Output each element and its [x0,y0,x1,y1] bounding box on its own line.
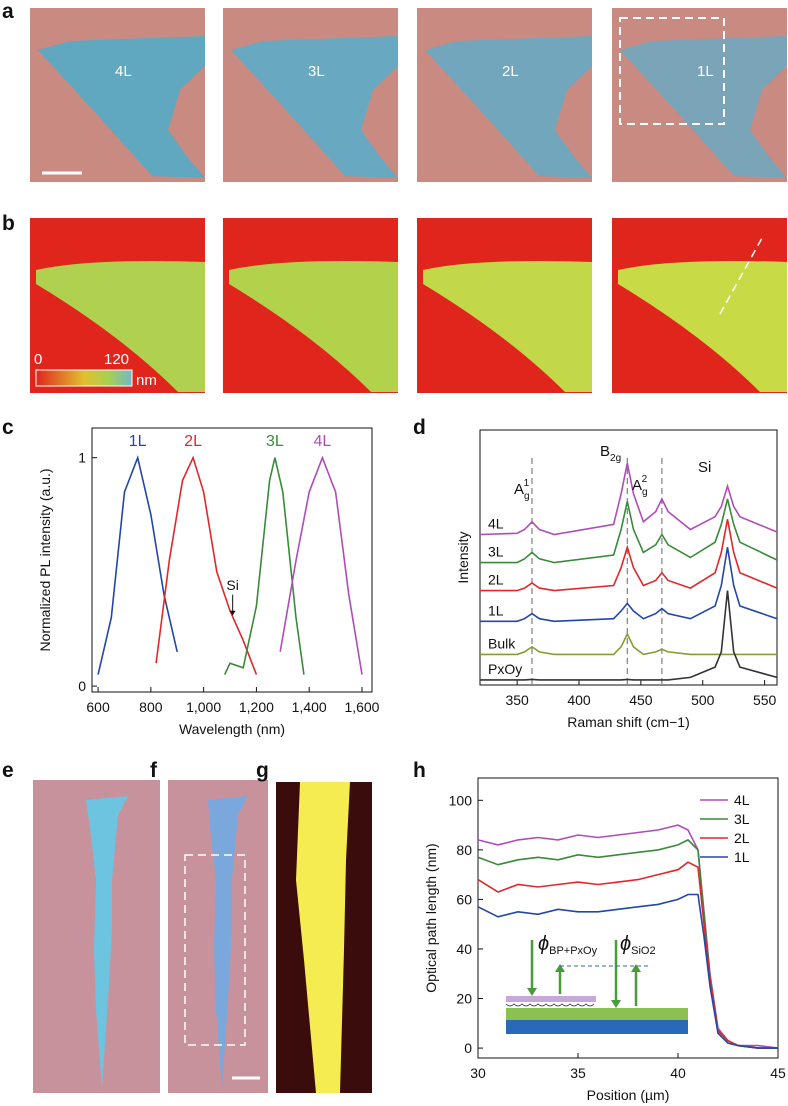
annotation-base: Si [698,459,711,476]
series-line [479,463,778,536]
panel-label: d [413,416,426,439]
panel-label: f [150,759,158,782]
x-tick-label: 1,200 [239,699,274,715]
panel-label: b [2,212,15,235]
annotation-arrowhead [229,610,236,616]
x-tick-label: 600 [86,699,110,715]
layer-label: 1L [697,63,714,80]
y-tick-label: 1 [78,450,86,466]
layer-label: 2L [502,63,519,80]
legend-label: 3L [734,811,750,827]
x-tick-label: 1,000 [186,699,221,715]
series-line [477,861,778,1049]
annotation-sub: 2g [610,453,621,464]
series-line [97,454,178,675]
y-tick-label: 100 [449,792,473,808]
series-line [480,498,778,564]
x-tick-label: 450 [629,692,653,708]
x-tick-label: 35 [570,1065,586,1081]
inset-label: ϕBP+PxOy [538,933,598,957]
colorbar-max: 120 [104,351,129,368]
x-tick-label: 400 [567,692,591,708]
x-tick-label: 45 [770,1065,786,1081]
series-line [155,455,258,675]
plot-frame [477,777,779,1059]
series-label: Bulk [488,635,516,651]
annotation-base: A [514,481,524,498]
annotation-sup: 2 [642,474,648,485]
annotation-base: A [632,477,642,494]
layer-label: 4L [115,63,132,80]
panel-label: a [2,0,14,23]
x-tick-label: 40 [670,1065,686,1081]
y-tick-label: 40 [456,941,472,957]
series-line [480,547,778,623]
panel-label: c [2,416,14,439]
annotation: Si [226,577,238,593]
panel-a-images [30,8,787,182]
series-label: 2L [488,572,504,588]
legend-label: 2L [734,830,750,846]
y-tick-label: 20 [456,991,472,1007]
series-label: 3L [266,433,284,450]
panel-label: h [413,759,426,782]
series-line [480,590,778,681]
y-tick-label: 80 [456,842,472,858]
annotation-sup: 1 [524,478,530,489]
series-label: 2L [184,433,202,450]
legend-label: 1L [734,849,750,865]
legend-label: 4L [734,792,750,808]
panel-label: e [2,759,14,782]
x-tick-label: 800 [139,699,163,715]
x-axis-label: Position (µm) [587,1087,670,1103]
annotation-base: B [600,443,610,460]
peak-annotation: Si [698,459,711,476]
plot-frame [479,429,778,686]
peak-annotation: Ag 2 [632,474,648,498]
x-tick-label: 500 [691,692,715,708]
y-tick-label: 0 [464,1040,472,1056]
x-axis-label: Wavelength (nm) [179,721,285,737]
series-label: 1L [129,433,147,450]
annotation-sub: g [642,487,648,498]
y-tick-label: 0 [78,678,86,694]
colorbar-min: 0 [34,351,42,368]
y-axis-label: Intensity [455,531,471,583]
series-line [480,519,778,592]
panel-b-images [30,218,787,393]
series-label: 1L [488,602,504,618]
y-axis-label: Normalized PL intensity (a.u.) [37,468,53,651]
x-tick-label: 350 [505,692,529,708]
series-line [480,632,777,656]
panel-efg-images [33,780,372,1093]
annotation-sub: g [524,491,530,502]
plot-frame [91,427,373,693]
x-tick-label: 1,400 [292,699,327,715]
series-line [279,455,363,675]
x-tick-label: 550 [753,692,777,708]
colorbar-unit: nm [136,372,157,389]
static-texts: a b c d e f g h 4L 3L 2L 1L 0 120 nm [2,0,714,782]
x-axis-label: Raman shift (cm−1) [567,714,690,730]
series-label: 4L [488,516,504,532]
peak-annotation: Ag 1 [514,478,530,502]
series-label: PxOy [488,661,522,677]
series-label: 3L [488,544,504,560]
y-tick-label: 60 [456,891,472,907]
series-label: 4L [313,433,331,450]
series-line [223,457,305,675]
h-inset: ϕBP+PxOy ϕSiO2 [505,933,688,1034]
inset-label: ϕSiO2 [620,933,656,957]
peak-annotation: B2g [600,443,621,464]
x-tick-label: 30 [470,1065,486,1081]
y-axis-label: Optical path length (nm) [423,843,439,992]
layer-label: 3L [308,63,325,80]
panel-label: g [256,759,269,782]
x-tick-label: 1,600 [344,699,379,715]
series-line [477,893,778,1049]
